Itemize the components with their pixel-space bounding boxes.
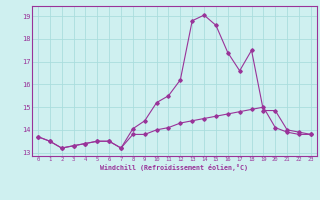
X-axis label: Windchill (Refroidissement éolien,°C): Windchill (Refroidissement éolien,°C)	[100, 164, 248, 171]
